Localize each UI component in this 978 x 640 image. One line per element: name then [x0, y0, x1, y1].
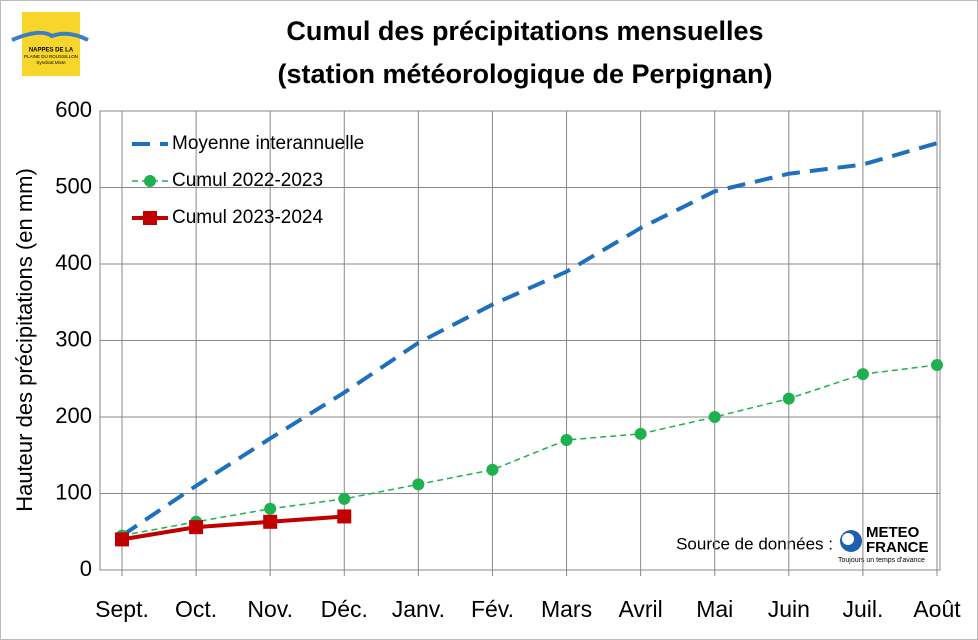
x-tick-label: Oct.	[175, 596, 217, 622]
logo-globe	[842, 533, 854, 545]
point	[337, 509, 352, 524]
x-tick-label: Nov.	[247, 596, 293, 622]
point	[486, 463, 499, 476]
chart-title: Cumul des précipitations mensuelles	[286, 16, 763, 46]
logo-right: METEO FRANCE Toujours un temps d'avance	[838, 524, 929, 564]
x-tick-label: Mars	[541, 596, 592, 622]
logo-text: Toujours un temps d'avance	[838, 557, 925, 564]
point	[856, 368, 869, 381]
legend-label: Cumul 2023-2024	[172, 207, 323, 228]
point	[412, 478, 425, 491]
legend-label: Cumul 2022-2023	[172, 170, 323, 191]
x-tick-label: Fév.	[471, 596, 514, 622]
chart-title: (station météorologique de Perpignan)	[277, 59, 772, 89]
annotation: Source de données :	[676, 534, 833, 553]
x-tick-label: Juil.	[842, 596, 883, 622]
x-tick-label: Mai	[696, 596, 733, 622]
x-tick-label: Janv.	[392, 596, 445, 622]
y-tick-label: 0	[80, 556, 92, 581]
y-tick-label: 600	[55, 97, 92, 122]
y-axis-label: Hauteur des précipitations (en mm)	[12, 168, 37, 512]
point	[338, 492, 351, 505]
point	[782, 392, 795, 405]
legend-marker	[143, 211, 157, 225]
logo-text: PLAINE DU ROUSSILLON	[24, 54, 78, 59]
logo-left: NAPPES DE LA PLAINE DU ROUSSILLON Syndic…	[11, 12, 89, 76]
series-line	[121, 514, 345, 542]
point	[115, 532, 129, 547]
point	[560, 433, 573, 446]
point	[931, 358, 943, 371]
y-tick-label: 300	[55, 326, 92, 351]
point	[264, 502, 277, 515]
x-tick-label: Juin	[768, 596, 810, 622]
x-tick-label: Août	[913, 596, 961, 622]
legend-marker	[164, 142, 168, 146]
logo-text: METEO	[866, 524, 920, 541]
y-tick-label: 500	[55, 173, 92, 198]
y-tick-label: 100	[55, 479, 92, 504]
y-tick-label: 400	[55, 250, 92, 275]
logo-text: FRANCE	[866, 539, 929, 556]
point	[263, 514, 278, 529]
logo-text: NAPPES DE LA	[29, 48, 74, 54]
x-tick-label: Déc.	[321, 596, 368, 622]
point	[189, 520, 204, 535]
legend-marker	[144, 175, 156, 187]
y-tick-label: 200	[55, 403, 92, 428]
x-tick-label: Sept.	[95, 596, 149, 622]
logo-bg	[22, 12, 80, 76]
x-tick-label: Avril	[618, 596, 662, 622]
logo-text: Syndicat Mixte	[36, 60, 66, 65]
series-line	[121, 364, 938, 537]
logo-wave	[11, 30, 89, 42]
point	[708, 411, 721, 423]
point	[634, 427, 647, 440]
legend-label: Moyenne interannuelle	[172, 133, 364, 154]
series-line	[120, 141, 938, 538]
